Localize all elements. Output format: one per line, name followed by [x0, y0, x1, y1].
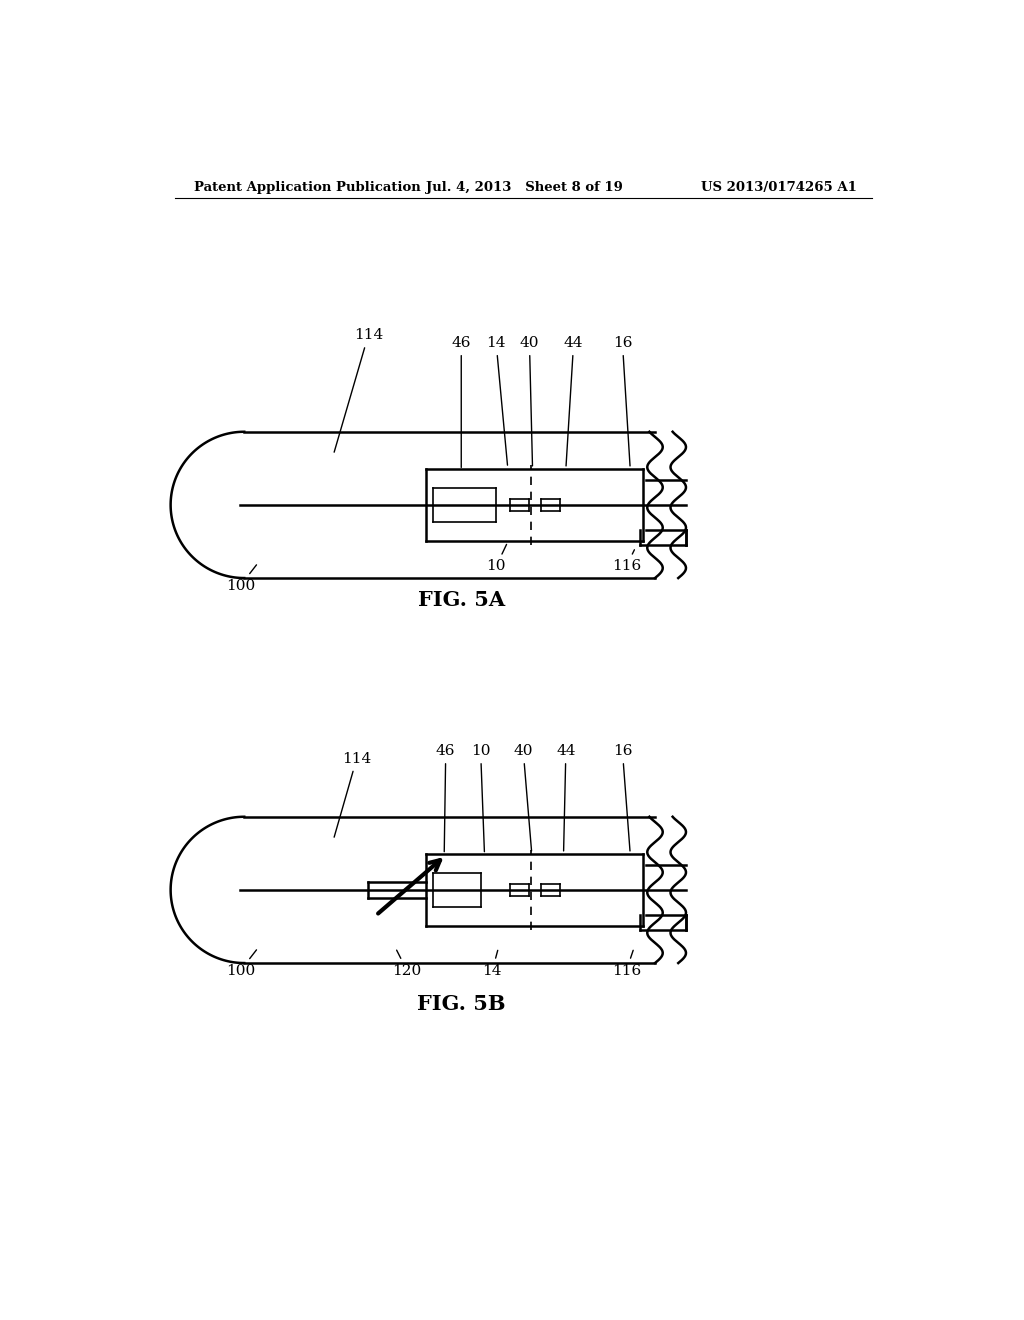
- Text: 44: 44: [556, 744, 575, 851]
- Text: FIG. 5B: FIG. 5B: [417, 994, 506, 1014]
- Text: 40: 40: [520, 337, 540, 466]
- Text: 120: 120: [392, 950, 422, 978]
- Text: 14: 14: [486, 337, 508, 465]
- Text: 100: 100: [225, 950, 256, 978]
- Text: 16: 16: [612, 337, 632, 466]
- Text: 100: 100: [225, 565, 256, 593]
- Text: 14: 14: [482, 950, 502, 978]
- Text: US 2013/0174265 A1: US 2013/0174265 A1: [700, 181, 856, 194]
- Text: FIG. 5A: FIG. 5A: [418, 590, 505, 610]
- Text: 114: 114: [334, 329, 383, 453]
- Text: Patent Application Publication: Patent Application Publication: [194, 181, 421, 194]
- Text: 116: 116: [611, 950, 641, 978]
- Text: 16: 16: [612, 744, 632, 851]
- Text: 10: 10: [471, 744, 490, 851]
- Text: 40: 40: [513, 744, 534, 851]
- Text: 46: 46: [452, 337, 471, 467]
- Text: 44: 44: [564, 337, 584, 466]
- Text: 10: 10: [486, 544, 507, 573]
- Text: 116: 116: [611, 549, 641, 573]
- Text: 46: 46: [436, 744, 456, 851]
- Text: 114: 114: [334, 752, 372, 837]
- Text: Jul. 4, 2013   Sheet 8 of 19: Jul. 4, 2013 Sheet 8 of 19: [426, 181, 624, 194]
